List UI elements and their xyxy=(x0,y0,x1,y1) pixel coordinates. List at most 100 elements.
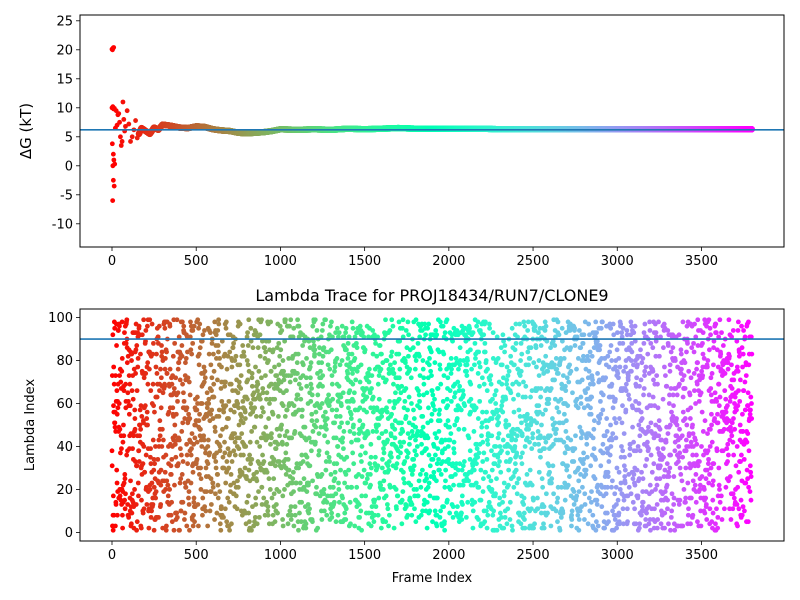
lambda-point xyxy=(176,437,182,443)
lambda-point xyxy=(175,398,180,404)
lambda-point xyxy=(151,403,157,409)
lambda-point xyxy=(243,444,249,449)
lambda-point xyxy=(254,521,260,527)
lambda-point xyxy=(288,517,294,522)
lambda-point xyxy=(129,491,135,497)
lambda-point xyxy=(151,467,157,473)
lambda-point xyxy=(183,356,189,361)
lambda-point xyxy=(215,495,221,501)
lambda-point xyxy=(216,349,221,355)
lambda-point xyxy=(201,364,207,370)
lambda-point xyxy=(308,375,313,381)
lambda-point xyxy=(255,345,261,351)
lambda-point xyxy=(248,338,254,344)
lambda-point xyxy=(208,476,214,482)
lambda-point xyxy=(317,405,323,411)
lambda-point xyxy=(208,411,214,417)
lambda-point xyxy=(125,390,131,396)
lambda-point xyxy=(156,437,162,443)
lambda-point xyxy=(122,497,128,503)
lambda-point xyxy=(115,405,121,411)
lambda-point xyxy=(280,517,286,522)
lambda-point xyxy=(303,525,309,531)
lambda-point xyxy=(311,338,316,344)
lambda-point xyxy=(266,416,272,421)
delta-g-point xyxy=(118,143,124,148)
lambda-point xyxy=(125,398,131,404)
lambda-point xyxy=(148,461,154,467)
lambda-point xyxy=(284,441,290,447)
lambda-point xyxy=(186,495,191,501)
lambda-point xyxy=(152,409,157,415)
lambda-point xyxy=(282,414,288,419)
lambda-point xyxy=(307,463,313,469)
lambda-point xyxy=(176,334,182,340)
lambda-point xyxy=(310,323,316,329)
lambda-point xyxy=(220,454,226,460)
lambda-point xyxy=(208,362,214,368)
lambda-point xyxy=(199,444,205,449)
lambda-point xyxy=(179,472,185,477)
lambda-point xyxy=(114,512,120,518)
lambda-point xyxy=(190,340,196,346)
lambda-point xyxy=(147,317,153,323)
lambda-point xyxy=(133,502,139,507)
lambda-point xyxy=(224,459,230,464)
lambda-point xyxy=(277,323,283,329)
lambda-point xyxy=(276,489,282,494)
lambda-point xyxy=(324,450,330,456)
lambda-point xyxy=(195,502,201,507)
lambda-point xyxy=(252,514,258,520)
lambda-point xyxy=(238,386,244,391)
lambda-point xyxy=(288,373,294,378)
delta-g-y-tick-label: 20 xyxy=(56,43,73,58)
lambda-point xyxy=(240,343,246,348)
lambda-point xyxy=(171,386,177,391)
lambda-point xyxy=(116,401,122,406)
lambda-point xyxy=(314,418,320,424)
lambda-point xyxy=(158,502,164,507)
lambda-point xyxy=(245,362,251,368)
lambda-point xyxy=(124,317,130,323)
lambda-point xyxy=(296,334,302,340)
lambda-point xyxy=(310,429,316,434)
lambda-point xyxy=(145,360,151,366)
lambda-point xyxy=(149,508,154,514)
lambda-point xyxy=(238,373,244,378)
lambda-point xyxy=(228,472,234,477)
lambda-point xyxy=(318,368,323,374)
lambda-point xyxy=(311,343,317,348)
lambda-point xyxy=(181,323,187,329)
lambda-point xyxy=(280,403,286,409)
lambda-point xyxy=(215,482,221,488)
lambda-point xyxy=(130,446,135,452)
lambda-point xyxy=(266,338,272,344)
lambda-point xyxy=(223,403,229,409)
lambda-point xyxy=(322,433,327,439)
lambda-point xyxy=(309,386,314,391)
lambda-point xyxy=(186,411,192,417)
lambda-point xyxy=(215,377,220,383)
lambda-point xyxy=(241,349,247,355)
lambda-point xyxy=(154,351,159,357)
lambda-point xyxy=(288,317,294,323)
lambda-point xyxy=(268,368,274,374)
lambda-point xyxy=(223,325,229,331)
lambda-point xyxy=(145,381,151,387)
lambda-point xyxy=(140,461,146,467)
lambda-point xyxy=(129,358,134,363)
lambda-point xyxy=(111,381,117,387)
lambda-point xyxy=(296,323,302,329)
lambda-point xyxy=(299,407,305,413)
lambda-point xyxy=(205,523,211,529)
lambda-point xyxy=(253,330,259,336)
lambda-point xyxy=(128,478,133,484)
lambda-point xyxy=(312,347,318,353)
lambda-point xyxy=(170,405,176,411)
lambda-point xyxy=(248,461,254,467)
lambda-point xyxy=(124,452,130,458)
lambda-point xyxy=(225,495,231,501)
lambda-point xyxy=(192,435,198,441)
lambda-point xyxy=(209,388,214,394)
delta-g-x-tick-label: 500 xyxy=(184,254,209,269)
